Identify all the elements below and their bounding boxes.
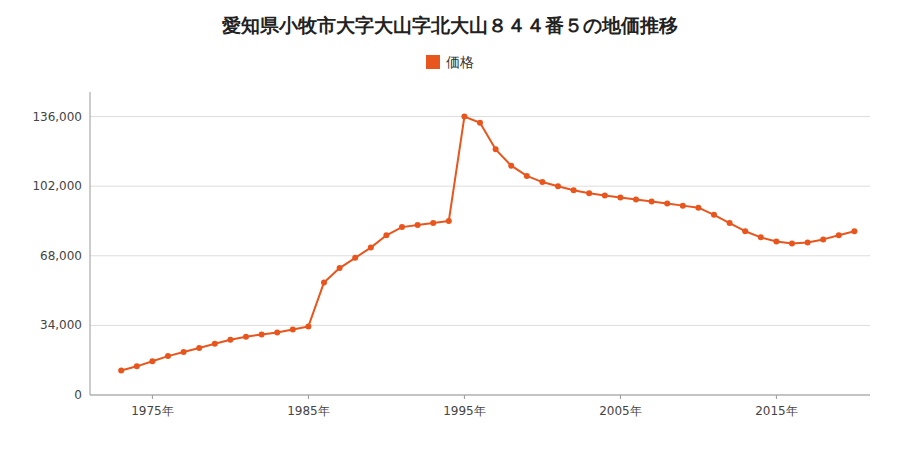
point [446,218,452,224]
point [321,279,327,285]
y-axis-line [90,92,91,395]
point [212,341,218,347]
point [851,228,857,234]
y-tick-label: 34,000 [40,318,82,332]
point [227,337,233,343]
point [758,234,764,240]
point [773,238,779,244]
plot-area [118,114,857,374]
y-tick-label: 68,000 [40,249,82,263]
y-tick-label: 102,000 [32,179,82,193]
point [664,201,670,207]
point [524,173,530,179]
point [617,194,623,200]
legend: 価格 [426,54,474,70]
point [383,232,389,238]
x-tick-label: 2005年 [599,404,642,418]
point [368,245,374,251]
point [493,146,499,152]
point [742,228,748,234]
point [243,334,249,340]
grid-line [90,186,870,187]
point [259,332,265,338]
legend-label: 価格 [446,54,474,70]
point [149,358,155,364]
y-tick-label: 136,000 [32,110,82,124]
point [602,192,608,198]
point [586,190,592,196]
point [571,187,577,193]
point [290,326,296,332]
point [181,349,187,355]
point [165,353,171,359]
x-tick [308,395,309,399]
chart: 愛知県小牧市大字大山字北大山８４４番５の地価推移価格 0 34,000 68,000 1… [0,0,900,450]
grid-line [90,116,870,117]
point [118,367,124,373]
point [134,363,140,369]
line [121,117,854,371]
point [680,203,686,209]
point [337,265,343,271]
x-tick-label: 2015年 [755,404,798,418]
x-tick-label: 1995年 [443,404,486,418]
point [695,205,701,211]
point [399,224,405,230]
x-axis: 1975年 1985年 1995年 2005年 2015年 [90,395,870,418]
legend-swatch [426,55,440,69]
point [274,330,280,336]
point [430,220,436,226]
x-tick [776,395,777,399]
x-tick-label: 1985年 [287,404,330,418]
point [820,236,826,242]
grid-line [90,325,870,326]
point [711,212,717,218]
point [305,323,311,329]
grid-line [90,255,870,256]
point [789,241,795,247]
point [649,199,655,205]
point [477,120,483,126]
point [539,179,545,185]
title: 愛知県小牧市大字大山字北大山８４４番５の地価推移 [222,14,678,36]
point [461,114,467,120]
y-tick-label: 0 [74,388,82,402]
x-tick [620,395,621,399]
x-tick [152,395,153,399]
point [633,196,639,202]
point [508,163,514,169]
point [352,255,358,261]
point [415,222,421,228]
x-axis-line [90,395,870,396]
point [805,239,811,245]
point [836,232,842,238]
point [196,345,202,351]
point [727,220,733,226]
grid-line [90,395,870,396]
point [555,183,561,189]
x-tick [464,395,465,399]
x-tick-label: 1975年 [131,404,174,418]
y-axis: 0 34,000 68,000 102,000 136,000 [32,92,870,402]
